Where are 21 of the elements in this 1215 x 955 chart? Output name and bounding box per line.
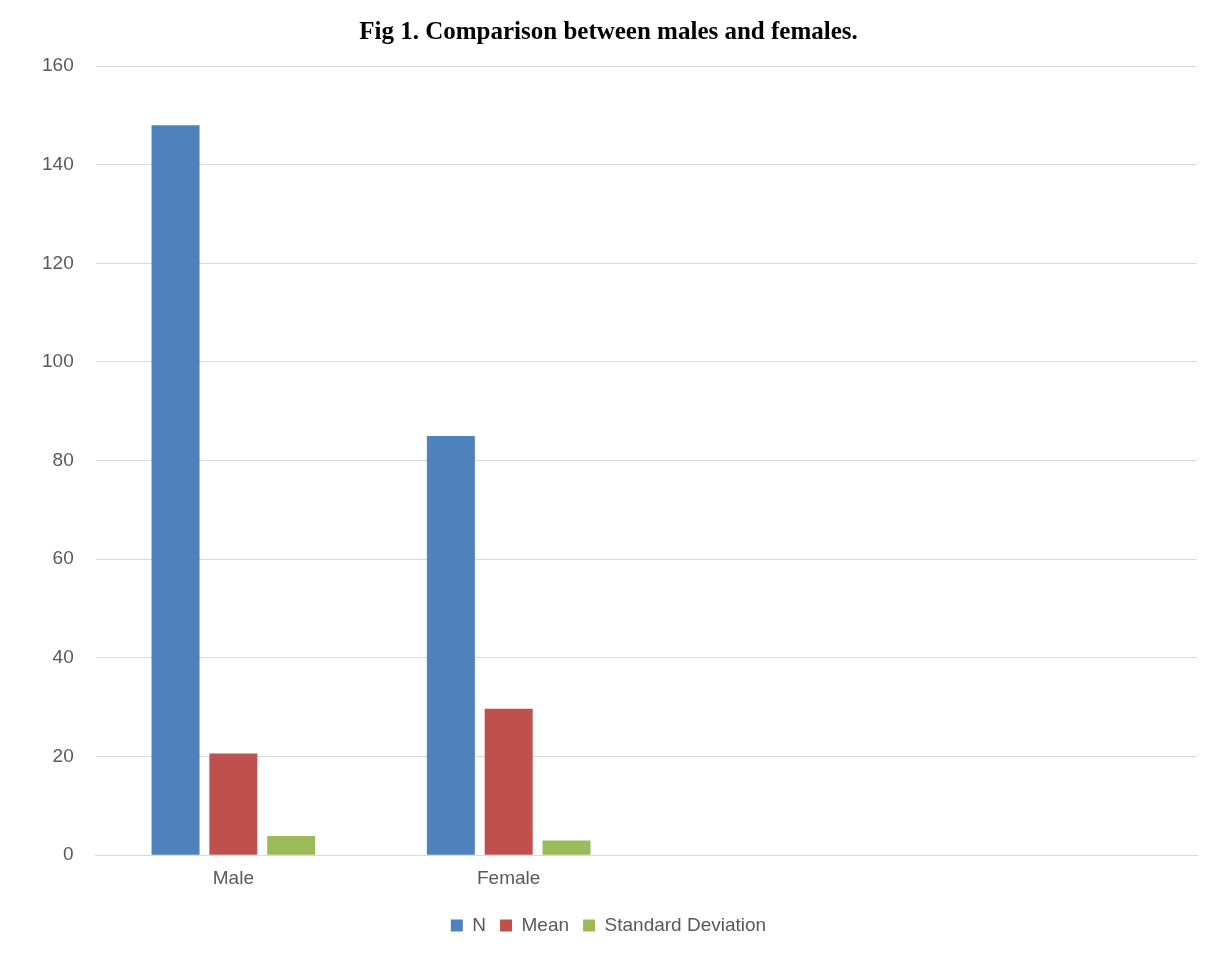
y-tick-label: 160 bbox=[42, 54, 74, 76]
bar bbox=[542, 840, 591, 855]
bar bbox=[151, 125, 200, 855]
y-tick-label: 0 bbox=[63, 843, 74, 865]
y-tick-label: 120 bbox=[42, 251, 74, 273]
y-tick-label: 100 bbox=[42, 350, 74, 372]
x-tick-label: Female bbox=[477, 866, 541, 888]
x-tick-label: Male bbox=[212, 866, 254, 888]
y-tick-label: 80 bbox=[52, 448, 74, 470]
y-tick-label: 140 bbox=[42, 152, 74, 174]
legend-label: N bbox=[472, 913, 487, 935]
bar bbox=[209, 753, 258, 855]
chart-title: Fig 1. Comparison between males and females. bbox=[359, 17, 858, 45]
legend-label: Standard Deviation bbox=[604, 913, 767, 935]
bar bbox=[267, 835, 316, 855]
legend-label: Mean bbox=[521, 913, 570, 935]
y-tick-label: 40 bbox=[52, 646, 74, 668]
y-tick-label: 60 bbox=[52, 547, 74, 569]
bar bbox=[484, 708, 533, 855]
bar bbox=[426, 435, 475, 855]
y-tick-label: 20 bbox=[52, 744, 74, 766]
